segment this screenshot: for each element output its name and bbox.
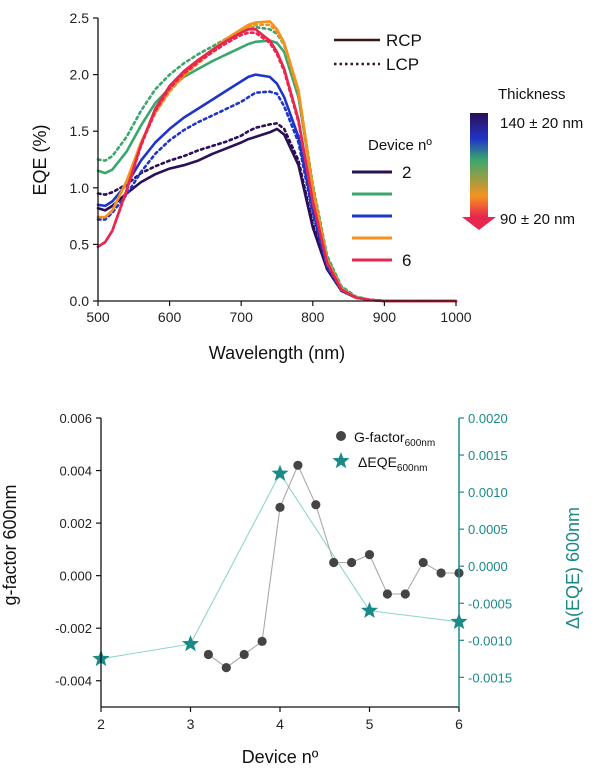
eqe-y-ticks: 0.0 0.5 1.0 1.5 2.0 2.5 [70,10,98,309]
bottom-x-tick-label: 3 [187,716,195,732]
right-y-tick-label: 0.0000 [468,559,508,574]
colorbar-top-label: 140 ± 20 nm [500,115,583,132]
device-legend-label: 2 [402,163,411,182]
left-y-tick-label: 0.004 [59,464,92,479]
delta-eqe-point [360,601,379,618]
g-factor-point [203,649,213,660]
eqe-curves [96,20,458,303]
eqe-spectrum-chart: 500 600 700 800 900 1000 0.0 0.5 1.0 1.5 2.0 2.5 W… [30,10,583,363]
bottom-x-tick-label: 6 [455,716,463,732]
y-axis-title: EQE (%) [30,124,50,195]
right-y-tick-label: 0.0005 [468,522,508,537]
y-tick-label: 2.5 [70,10,90,26]
right-y-tick-label: 0.0020 [468,411,508,426]
x-tick-label: 1000 [440,309,471,325]
y-tick-label: 0.5 [70,236,90,252]
g-factor-left-ticks: -0.004 -0.002 0.000 0.002 0.004 0.006 [55,411,101,689]
y-tick-label: 1.0 [70,180,90,196]
colorbar-arrow [462,217,496,230]
left-y-tick-label: 0.002 [59,516,92,531]
g-factor-point [239,649,249,660]
right-y-tick-label: -0.0005 [468,596,512,611]
x-tick-label: 800 [301,309,325,325]
g-factor-point [418,557,428,568]
right-y-tick-label: 0.0015 [468,448,508,463]
device-legend-label: 6 [402,251,411,270]
polarization-legend: RCP LCP [334,31,422,74]
left-y-tick-label: 0.000 [59,569,92,584]
g-factor-legend: G-factor600nm ΔEQE600nm [332,429,435,474]
g-factor-point [329,557,339,568]
colorbar-title: Thickness [498,86,566,103]
x-tick-label: 900 [373,309,397,325]
g-factor-series [92,460,468,673]
rcp-legend-label: RCP [386,31,422,50]
g-factor-chart: 2 3 4 5 6 -0.004 -0.002 0.000 0.002 0.004 0.006 -… [0,411,583,767]
x-axis-title: Wavelength (nm) [209,343,345,363]
bottom-x-tick-label: 4 [276,716,284,732]
g-factor-legend-marker [336,431,346,441]
g-factor-axes [100,418,460,708]
delta-eqe-line [100,472,460,660]
device-legend-title: Device nº [368,137,432,154]
thickness-colorbar: Thickness 140 ± 20 nm 90 ± 20 nm [462,86,583,230]
x-tick-label: 700 [230,309,254,325]
right-y-tick-label: -0.0010 [468,633,512,648]
right-y-tick-label: 0.0010 [468,485,508,500]
left-y-tick-label: -0.002 [55,621,92,636]
bottom-x-axis-title: Device nº [242,747,319,767]
bottom-x-tick-label: 5 [366,716,374,732]
delta-eqe-legend-label: ΔEQE600nm [358,454,428,474]
delta-eqe-legend-marker [332,452,350,469]
g-factor-point [364,550,375,560]
left-y-axis-title: g-factor 600nm [0,484,20,605]
colorbar-gradient [470,113,488,217]
eqe-curve-rcp-0 [96,127,458,303]
delta-eqe-point [181,635,200,652]
colorbar-bottom-label: 90 ± 20 nm [500,211,575,228]
g-factor-point [382,589,392,599]
y-tick-label: 1.5 [70,123,90,139]
g-factor-point [257,636,267,646]
bottom-x-tick-label: 2 [97,716,105,732]
lcp-legend-label: LCP [386,55,419,74]
g-factor-legend-label: G-factor600nm [354,429,435,449]
left-y-tick-label: -0.004 [55,674,92,689]
eqe-axes [97,18,456,302]
g-factor-x-ticks: 2 3 4 5 6 [97,707,463,732]
x-tick-label: 600 [158,309,182,325]
eqe-x-ticks: 500 600 700 800 900 1000 [86,301,472,325]
delta-eqe-right-ticks: -0.0015 -0.0010 -0.0005 0.0000 0.0005 0.0010 0… [459,411,512,685]
g-factor-point [221,662,231,673]
left-y-tick-label: 0.006 [59,411,92,426]
device-legend: Device nº 2 6 [352,137,432,270]
y-tick-label: 2.0 [70,67,90,83]
g-factor-point [400,589,410,599]
right-y-tick-label: -0.0015 [468,670,512,685]
g-factor-point [436,568,446,578]
g-factor-point [311,500,321,510]
g-factor-point [293,460,303,470]
g-factor-point [275,502,285,512]
delta-eqe-point [271,464,289,481]
right-y-axis-title: Δ(EQE) 600nm [563,507,583,629]
y-tick-label: 0.0 [70,293,90,309]
eqe-curve-lcp-9 [96,31,458,303]
g-factor-point [347,557,357,568]
x-tick-label: 500 [86,309,110,325]
